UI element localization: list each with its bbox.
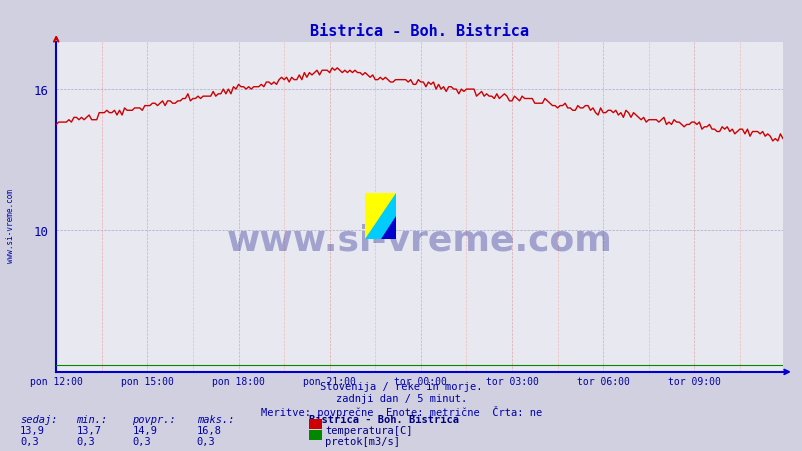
Polygon shape [365,194,395,239]
Text: tor 06:00: tor 06:00 [576,377,629,387]
Title: Bistrica - Boh. Bistrica: Bistrica - Boh. Bistrica [310,24,529,39]
Text: pon 12:00: pon 12:00 [30,377,83,387]
Text: Slovenija / reke in morje.: Slovenija / reke in morje. [320,381,482,391]
Polygon shape [380,216,395,239]
Text: min.:: min.: [76,414,107,424]
Text: 0,3: 0,3 [196,436,215,446]
Text: tor 03:00: tor 03:00 [485,377,538,387]
Text: zadnji dan / 5 minut.: zadnji dan / 5 minut. [335,393,467,403]
Text: povpr.:: povpr.: [132,414,176,424]
Text: Bistrica - Boh. Bistrica: Bistrica - Boh. Bistrica [309,414,459,424]
Text: 0,3: 0,3 [132,436,151,446]
Text: temperatura[C]: temperatura[C] [325,425,412,435]
Text: Meritve: povprečne  Enote: metrične  Črta: ne: Meritve: povprečne Enote: metrične Črta:… [261,405,541,418]
Text: 14,9: 14,9 [132,425,157,435]
Text: maks.:: maks.: [196,414,234,424]
Text: 0,3: 0,3 [20,436,38,446]
Text: 0,3: 0,3 [76,436,95,446]
Text: tor 09:00: tor 09:00 [667,377,720,387]
Text: 13,7: 13,7 [76,425,101,435]
Text: tor 00:00: tor 00:00 [394,377,447,387]
Polygon shape [365,194,395,239]
Text: www.si-vreme.com: www.si-vreme.com [226,223,612,258]
Text: pon 18:00: pon 18:00 [212,377,265,387]
Text: sedaj:: sedaj: [20,414,58,424]
Text: www.si-vreme.com: www.si-vreme.com [6,189,15,262]
Text: 16,8: 16,8 [196,425,221,435]
Text: pon 15:00: pon 15:00 [121,377,173,387]
Text: pretok[m3/s]: pretok[m3/s] [325,436,399,446]
Text: 13,9: 13,9 [20,425,45,435]
Text: pon 21:00: pon 21:00 [303,377,355,387]
